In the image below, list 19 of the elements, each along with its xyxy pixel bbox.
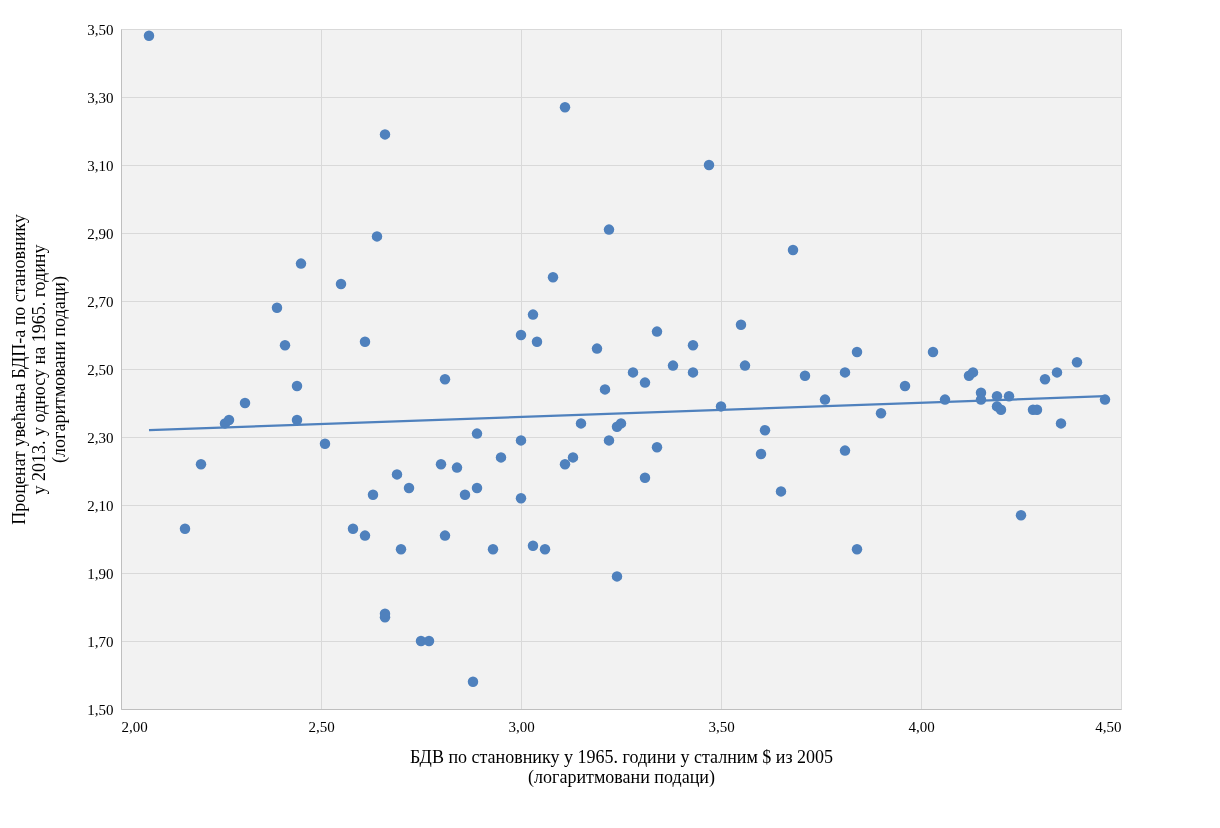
x-tick-label: 4,00 (908, 718, 935, 735)
x-tick-label: 2,00 (121, 718, 148, 735)
y-tick-label: 1,70 (87, 633, 114, 650)
x-tick-label: 3,50 (708, 718, 735, 735)
x-tick-label: 4,50 (1095, 718, 1122, 735)
y-tick-label: 2,70 (87, 293, 114, 310)
x-tick-label: 2,50 (308, 718, 335, 735)
y-tick-label: 3,50 (87, 21, 114, 38)
y-tick-label: 3,10 (87, 157, 114, 174)
y-tick-label: 3,30 (87, 89, 114, 106)
y-tick-label: 2,50 (87, 361, 114, 378)
y-tick-label: 1,90 (87, 565, 114, 582)
y-tick-label: 2,30 (87, 429, 114, 446)
x-tick-label: 3,00 (508, 718, 535, 735)
y-tick-label: 2,10 (87, 497, 114, 514)
y-tick-label: 2,90 (87, 225, 114, 242)
y-axis-title: Проценат увећања БДП-а по становнику у 2013. у односу на 1965. годину (логаритмовани подаци) (9, 214, 71, 525)
y-tick-label: 1,50 (87, 701, 114, 718)
x-axis-title: БДВ по становнику у 1965. години у сталним $ из 2005 (логаритмовани подаци) (409, 746, 834, 788)
